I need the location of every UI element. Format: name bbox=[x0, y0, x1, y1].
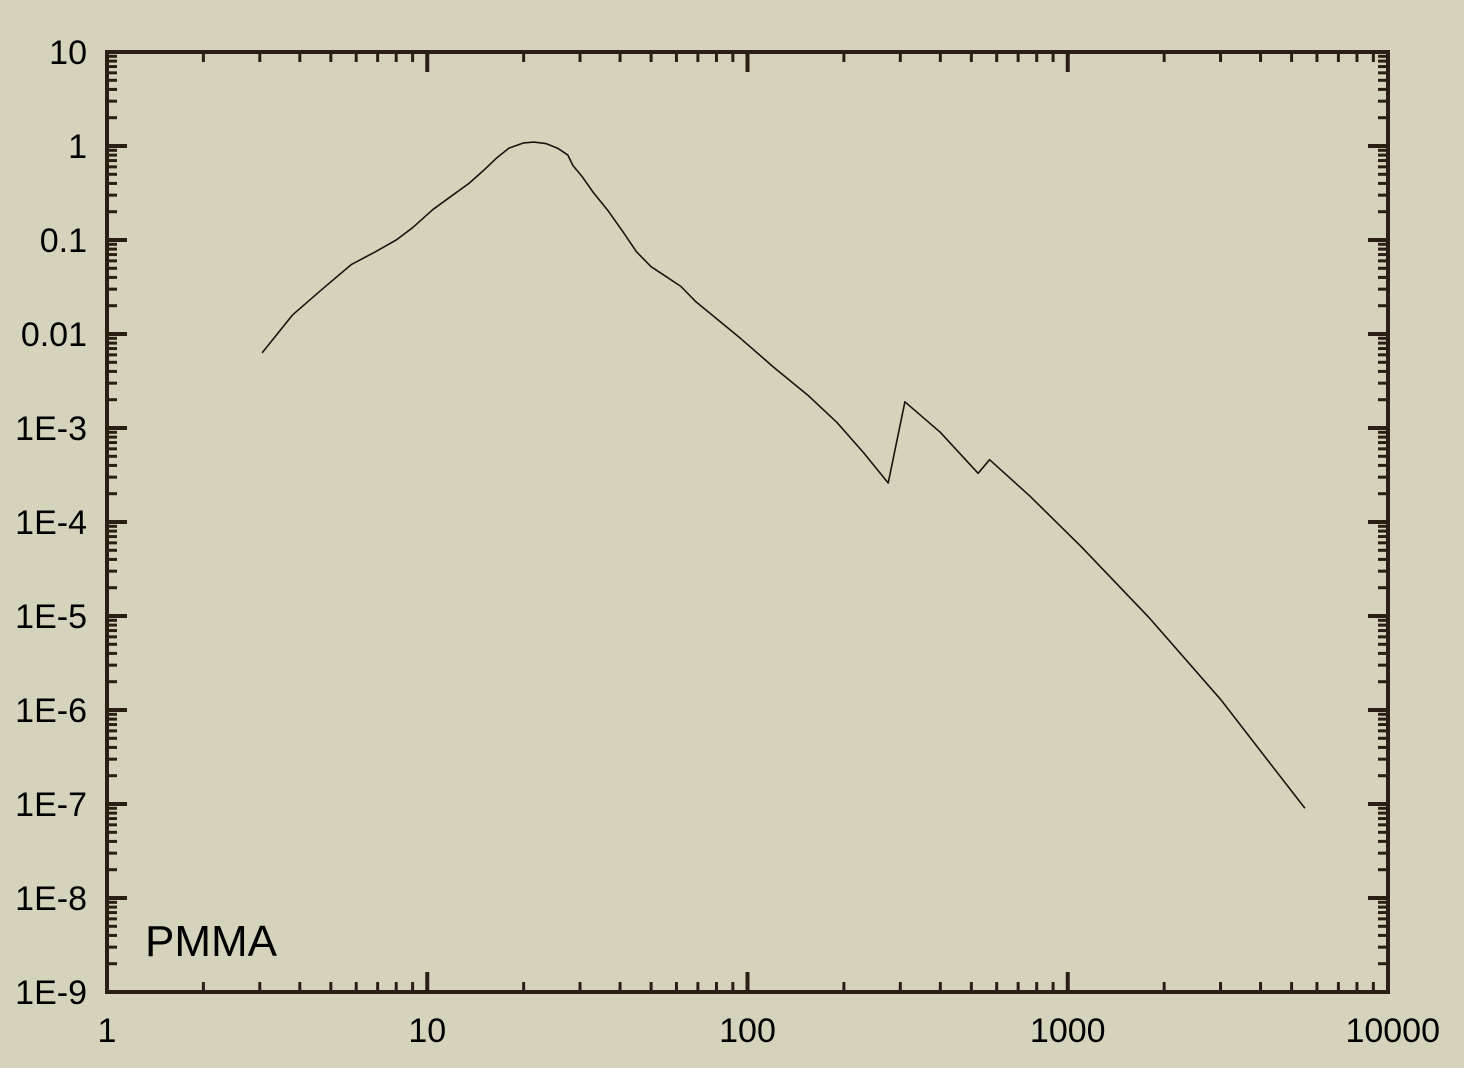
x-tick-label: 1 bbox=[98, 1012, 117, 1050]
series-line bbox=[261, 141, 1306, 809]
y-tick-label: 1E-5 bbox=[15, 598, 87, 636]
y-tick-label: 1E-9 bbox=[15, 974, 87, 1012]
y-tick-labels: 10 1 0.1 0.01 1E-3 1E-4 1E-5 1E-6 1E-7 1E-8 1E-9 bbox=[15, 34, 87, 1012]
plot-frame bbox=[105, 50, 1390, 994]
y-tick-label: 0.01 bbox=[21, 316, 87, 354]
y-tick-label: 0.1 bbox=[40, 222, 87, 260]
y-tick-label: 1E-3 bbox=[15, 410, 87, 448]
y-tick-label: 1E-8 bbox=[15, 880, 87, 918]
x-tick-labels: 1 10 100 1000 10000 bbox=[98, 1012, 1440, 1050]
x-tick-label: 10 bbox=[408, 1012, 446, 1050]
y-tick-label: 10 bbox=[49, 34, 87, 72]
y-tick-label: 1E-6 bbox=[15, 692, 87, 730]
y-tick-label: 1 bbox=[68, 128, 87, 166]
x-tick-label: 100 bbox=[719, 1012, 776, 1050]
y-tick-label: 1E-4 bbox=[15, 504, 87, 542]
x-tick-label: 10000 bbox=[1345, 1012, 1440, 1050]
x-tick-label: 1000 bbox=[1030, 1012, 1106, 1050]
annotation-pmma: PMMA bbox=[145, 917, 278, 966]
y-tick-label: 1E-7 bbox=[15, 786, 87, 824]
